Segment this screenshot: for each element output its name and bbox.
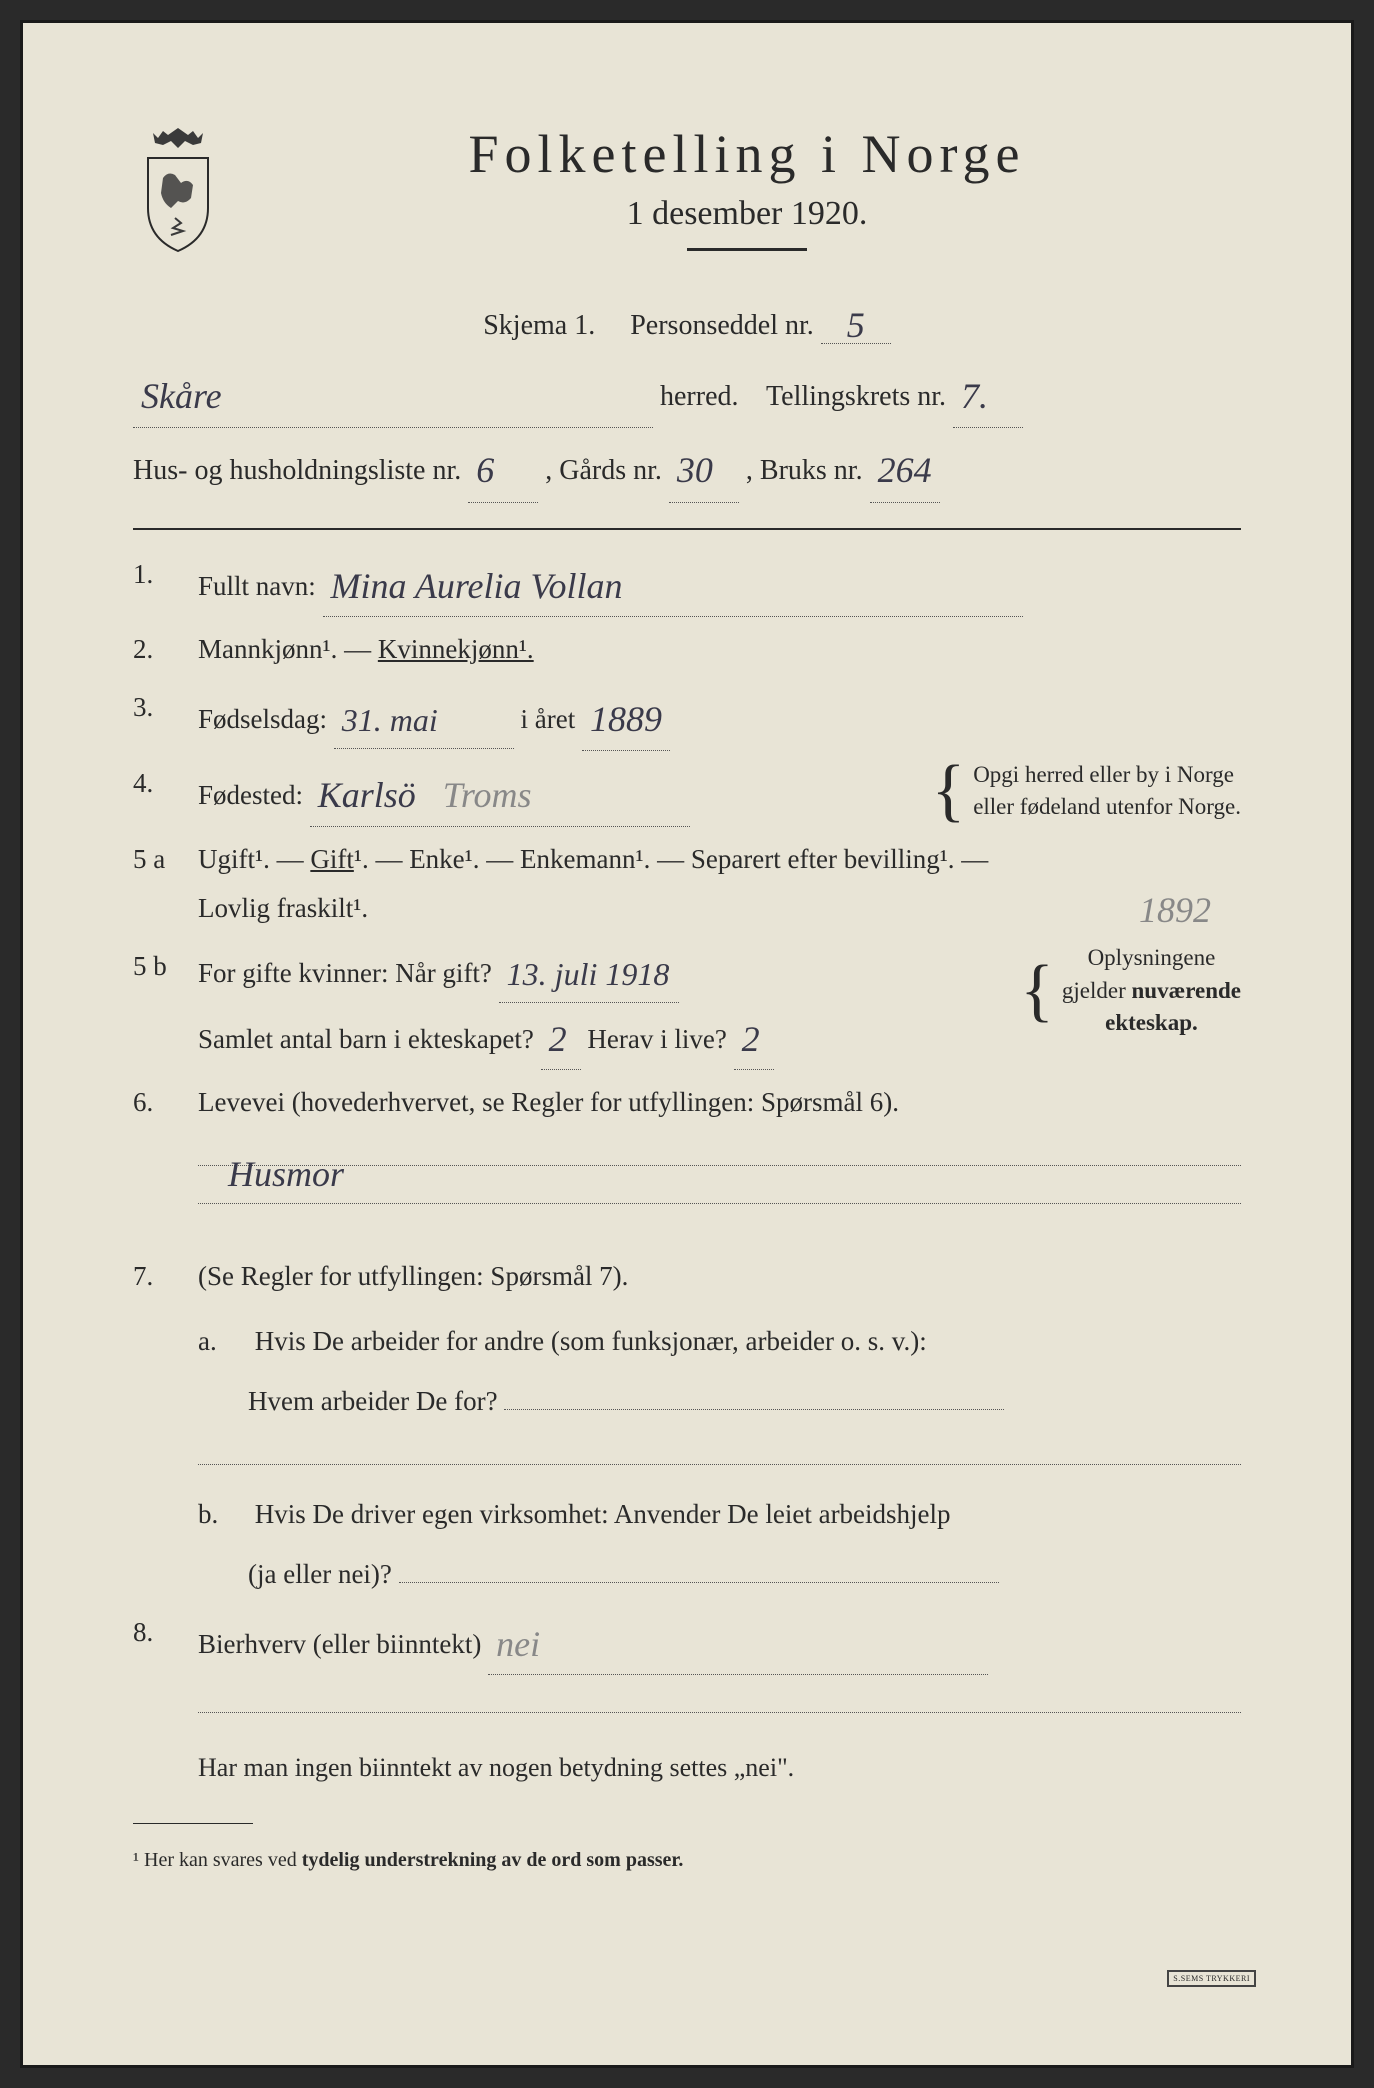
q8-label: Bierhverv (eller biinntekt) — [198, 1629, 481, 1659]
q2-kvinne: Kvinnekjønn¹. — [378, 634, 534, 664]
q6-blank-line — [198, 1176, 1241, 1204]
q3-label: Fødselsdag: — [198, 704, 327, 734]
q5a-options: Ugift¹. — Gift¹. — Enke¹. — Enkemann¹. —… — [198, 844, 988, 874]
q4-pencil-value: Troms — [443, 775, 532, 815]
q7-row: 7. (Se Regler for utfyllingen: Spørsmål … — [133, 1252, 1241, 1600]
hus-label: Hus- og husholdningsliste nr. — [133, 455, 461, 486]
q5a-pencil-year: 1892 — [1139, 877, 1211, 944]
q4-note2: eller fødeland utenfor Norge. — [973, 791, 1241, 823]
herred-row: Skåre herred. Tellingskrets nr. 7. — [133, 359, 1241, 428]
q7b-letter: b. — [198, 1490, 248, 1540]
q3-num: 3. — [133, 683, 198, 751]
q4-num: 4. — [133, 759, 198, 809]
q4-row: 4. Fødested: Karlsö Troms { Opgi herred … — [133, 759, 1241, 827]
q4-value: Karlsö — [318, 775, 416, 815]
subtitle-date: 1 desember 1920. — [253, 195, 1241, 233]
q5b-note-brace: { Oplysningene gjelder nuværende ekteska… — [1012, 942, 1241, 1039]
q7b-text2: (ja eller nei)? — [248, 1559, 392, 1589]
q8-row: 8. Bierhverv (eller biinntekt) nei — [133, 1608, 1241, 1724]
q5b-date: 13. juli 1918 — [507, 956, 670, 992]
footnote: ¹ Her kan svares ved tydelig understrekn… — [133, 1849, 1241, 1872]
tellingskrets-value: 7. — [961, 376, 988, 416]
q3-row: 3. Fødselsdag: 31. mai i året 1889 — [133, 683, 1241, 751]
q5a-num: 5 a — [133, 835, 198, 935]
q1-row: 1. Fullt navn: Mina Aurelia Vollan — [133, 550, 1241, 618]
footnote-rule — [133, 1823, 253, 1824]
q5b-barn-live: 2 — [742, 1019, 760, 1059]
q5b-label3: Herav i live? — [587, 1024, 726, 1054]
bruks-value: 264 — [878, 450, 932, 490]
q5b-label1: For gifte kvinner: Når gift? — [198, 958, 492, 988]
gards-value: 30 — [677, 450, 713, 490]
q3-year: 1889 — [590, 699, 662, 739]
bruks-label: Bruks nr. — [760, 455, 863, 486]
q6-num: 6. — [133, 1078, 198, 1214]
q5b-barn-total: 2 — [549, 1019, 567, 1059]
q5a-line2: Lovlig fraskilt¹. — [198, 893, 368, 923]
divider-top — [133, 528, 1241, 530]
q8-blank-line — [198, 1685, 1241, 1713]
skjema-line: Skjema 1. Personseddel nr. 5 — [133, 301, 1241, 344]
q7b-blank — [399, 1582, 999, 1583]
personseddel-label: Personseddel nr. — [630, 310, 814, 341]
personseddel-value: 5 — [847, 305, 865, 345]
q5b-note1: Oplysningene — [1062, 942, 1241, 974]
hus-value: 6 — [476, 450, 494, 490]
hus-row: Hus- og husholdningsliste nr. 6 , Gårds … — [133, 433, 1241, 502]
q1-value: Mina Aurelia Vollan — [331, 566, 623, 606]
q6-label: Levevei (hovederhvervet, se Regler for u… — [198, 1087, 899, 1117]
q4-label: Fødested: — [198, 780, 303, 810]
q7a-letter: a. — [198, 1317, 248, 1367]
q3-year-label: i året — [521, 704, 576, 734]
title-rule — [687, 248, 807, 251]
herred-label: herred. — [660, 381, 739, 412]
title-block: Folketelling i Norge 1 desember 1920. — [253, 123, 1241, 281]
q3-day: 31. mai — [342, 702, 438, 738]
q2-mann: Mannkjønn¹. — [198, 634, 337, 664]
q2-num: 2. — [133, 625, 198, 675]
skjema-label: Skjema 1. — [483, 310, 595, 341]
header: Folketelling i Norge 1 desember 1920. — [133, 123, 1241, 281]
q1-num: 1. — [133, 550, 198, 618]
coat-of-arms-icon — [133, 123, 223, 253]
q4-note-brace: { Opgi herred eller by i Norge eller fød… — [924, 759, 1241, 823]
q2-dash: — — [344, 634, 378, 664]
printer-stamp: S.SEMS TRYKKERI — [1167, 1970, 1256, 1987]
q5b-num: 5 b — [133, 942, 198, 1070]
main-title: Folketelling i Norge — [253, 123, 1241, 185]
tellingskrets-label: Tellingskrets nr. — [766, 381, 946, 412]
q7b-text1: Hvis De driver egen virksomhet: Anvender… — [255, 1499, 951, 1529]
q7-label: (Se Regler for utfyllingen: Spørsmål 7). — [198, 1261, 628, 1291]
herred-value: Skåre — [141, 376, 222, 416]
q1-label: Fullt navn: — [198, 571, 316, 601]
q8-num: 8. — [133, 1608, 198, 1724]
q2-row: 2. Mannkjønn¹. — Kvinnekjønn¹. — [133, 625, 1241, 675]
q7a-text2: Hvem arbeider De for? — [248, 1386, 498, 1416]
q5b-note2: gjelder nuværende — [1062, 975, 1241, 1007]
census-form-page: Folketelling i Norge 1 desember 1920. Sk… — [20, 20, 1354, 2068]
q5a-row: 5 a Ugift¹. — Gift¹. — Enke¹. — Enkemann… — [133, 835, 1241, 935]
gards-label: Gårds nr. — [559, 455, 662, 486]
q8-value: nei — [496, 1624, 540, 1664]
q7a-blank-line — [198, 1437, 1241, 1465]
q7-num: 7. — [133, 1252, 198, 1600]
q6-row: 6. Levevei (hovederhvervet, se Regler fo… — [133, 1078, 1241, 1214]
q7a-text1: Hvis De arbeider for andre (som funksjon… — [255, 1326, 927, 1356]
q7a-blank — [504, 1409, 1004, 1410]
q5b-note3: ekteskap. — [1062, 1007, 1241, 1039]
q6-value: Husmor — [228, 1154, 344, 1194]
q5b-label2: Samlet antal barn i ekteskapet? — [198, 1024, 534, 1054]
q5b-row: 5 b For gifte kvinner: Når gift? 13. jul… — [133, 942, 1241, 1070]
q5a-gift: Gift — [310, 844, 354, 874]
q4-note1: Opgi herred eller by i Norge — [973, 759, 1241, 791]
bottom-note: Har man ingen biinntekt av nogen betydni… — [198, 1743, 1241, 1792]
